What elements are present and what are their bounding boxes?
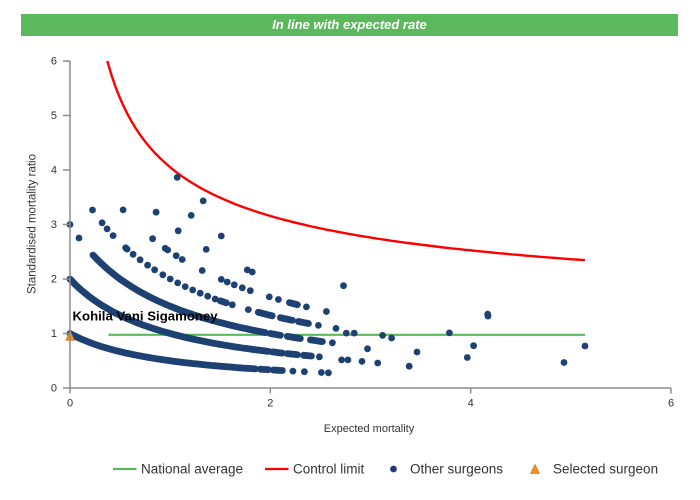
svg-text:5: 5 [51,110,57,122]
svg-text:Standardised mortality ratio: Standardised mortality ratio [27,154,39,294]
svg-text:2: 2 [51,274,57,286]
svg-text:National average: National average [141,462,243,477]
svg-text:Selected surgeon: Selected surgeon [553,462,658,477]
svg-text:4: 4 [51,165,57,177]
svg-text:Other surgeons: Other surgeons [410,462,503,477]
svg-text:0: 0 [67,398,73,410]
svg-text:6: 6 [668,398,674,410]
svg-text:3: 3 [51,219,57,231]
svg-text:Expected mortality: Expected mortality [324,423,415,435]
svg-text:0: 0 [51,383,57,395]
svg-text:2: 2 [267,398,273,410]
svg-text:6: 6 [51,56,57,68]
svg-text:1: 1 [51,328,57,340]
svg-text:Control limit: Control limit [293,462,365,477]
svg-text:4: 4 [468,398,474,410]
svg-text:Kohila Vani Sigamoney: Kohila Vani Sigamoney [73,309,219,324]
